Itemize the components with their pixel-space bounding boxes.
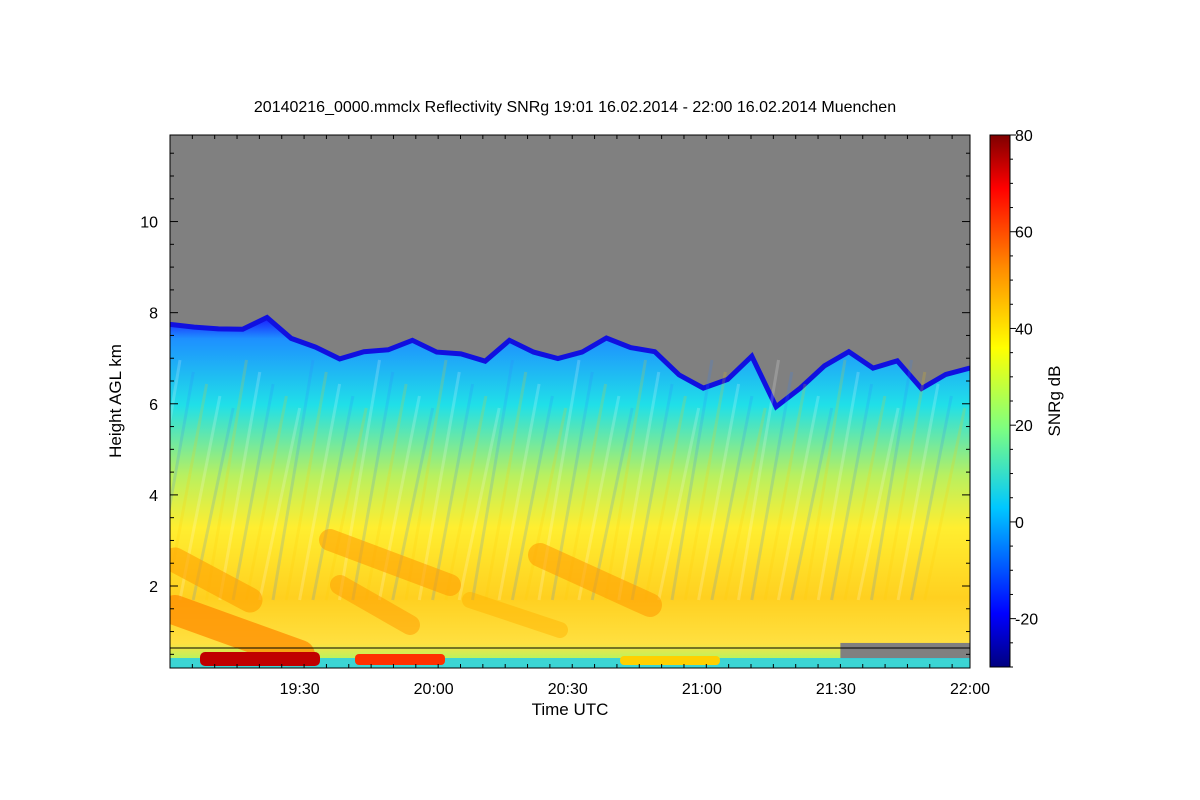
fall-streak — [510, 395, 554, 601]
strong-echo-1 — [200, 652, 320, 666]
reflectivity-band — [170, 547, 263, 613]
fall-streak — [244, 395, 288, 601]
plot-area — [170, 135, 970, 668]
fall-streak — [737, 359, 780, 601]
fall-streak — [231, 383, 275, 601]
colorbar-axis: -20 0 20 40 60 80 — [1010, 128, 1038, 668]
x-tick-label: 21:00 — [682, 681, 722, 698]
fall-streak — [170, 371, 195, 514]
x-axis-title: Time UTC — [532, 700, 609, 719]
fall-streak — [497, 383, 541, 601]
fall-streak — [484, 371, 528, 601]
fall-streak — [750, 371, 794, 601]
y-tick-label: 2 — [149, 579, 158, 596]
fall-streak — [776, 395, 820, 601]
reflectivity-band — [319, 529, 461, 596]
fall-streak — [923, 407, 967, 601]
reflectivity-band — [528, 543, 662, 617]
chart-title: 20140216_0000.mmclx Reflectivity SNRg 19… — [253, 99, 897, 116]
fall-streak — [271, 359, 315, 601]
fall-streak — [218, 371, 262, 601]
fall-streak — [883, 371, 927, 601]
colorbar-tick-label: 60 — [1015, 225, 1033, 242]
fall-streak — [431, 383, 475, 601]
fall-streak — [311, 395, 355, 601]
fall-streak — [471, 359, 514, 601]
fall-streak — [843, 395, 887, 601]
colorbar-tick-label: 20 — [1015, 418, 1033, 435]
fall-streak — [643, 395, 687, 601]
reflectivity-band — [330, 575, 420, 635]
reflectivity-bands — [170, 529, 662, 668]
fall-streak — [444, 395, 488, 601]
fall-streak — [417, 371, 461, 601]
fall-streak — [856, 407, 900, 601]
colorbar-tick-label: -20 — [1015, 612, 1038, 629]
fall-streak — [298, 383, 342, 601]
fall-streak — [803, 359, 847, 601]
plot-frame — [169, 134, 971, 669]
fall-streak — [697, 383, 741, 601]
strong-echo-2 — [355, 654, 445, 665]
fall-streak — [630, 383, 674, 601]
y-axis: 2 4 6 8 10 — [140, 152, 970, 655]
fall-streak — [909, 395, 953, 601]
fall-streak — [590, 407, 634, 601]
fall-streak — [170, 359, 182, 430]
near-ground-layer — [170, 658, 970, 668]
fall-streak — [763, 383, 807, 601]
colorbar-title: SNRg dB — [1045, 366, 1064, 437]
fall-streak — [896, 383, 940, 601]
fall-streak — [830, 383, 874, 601]
fall-streak — [457, 407, 501, 601]
fall-streak — [524, 407, 568, 601]
fall-streak — [870, 359, 913, 601]
fall-streak — [670, 359, 714, 601]
fall-streak — [816, 371, 860, 601]
colorbar-tick-label: 80 — [1015, 128, 1033, 145]
y-axis-title: Height AGL km — [106, 344, 125, 458]
fall-streak — [604, 359, 647, 601]
echo-3 — [620, 656, 720, 665]
fall-streak — [723, 407, 767, 601]
x-tick-label: 20:30 — [548, 681, 588, 698]
y-tick-label: 6 — [149, 397, 158, 414]
fall-streak — [258, 407, 302, 601]
fall-streak — [284, 371, 328, 601]
fall-streak — [657, 407, 701, 601]
fall-streak — [683, 371, 727, 601]
y-tick-label: 8 — [149, 306, 158, 323]
fall-streak — [324, 407, 368, 601]
colorbar-tick-label: 0 — [1015, 515, 1024, 532]
y-tick-label: 10 — [140, 215, 158, 232]
x-tick-label: 20:00 — [414, 681, 454, 698]
x-axis: 19:30 20:00 20:30 21:00 21:30 22:00 — [169, 135, 990, 698]
x-tick-label: 22:00 — [950, 681, 990, 698]
fall-streak — [338, 359, 381, 601]
y-tick-label: 4 — [149, 488, 158, 505]
colorbar — [990, 135, 1010, 667]
x-tick-label: 21:30 — [816, 681, 856, 698]
fall-streak — [617, 371, 661, 601]
signal-top-edge — [170, 314, 970, 411]
low-level-gap — [840, 642, 970, 659]
fall-streak — [790, 407, 834, 601]
fall-streak — [205, 359, 248, 601]
reflectivity-band — [462, 592, 568, 638]
signal-region — [170, 317, 970, 668]
x-tick-label: 19:30 — [280, 681, 320, 698]
colorbar-tick-label: 40 — [1015, 321, 1033, 338]
fall-streak — [710, 395, 754, 601]
